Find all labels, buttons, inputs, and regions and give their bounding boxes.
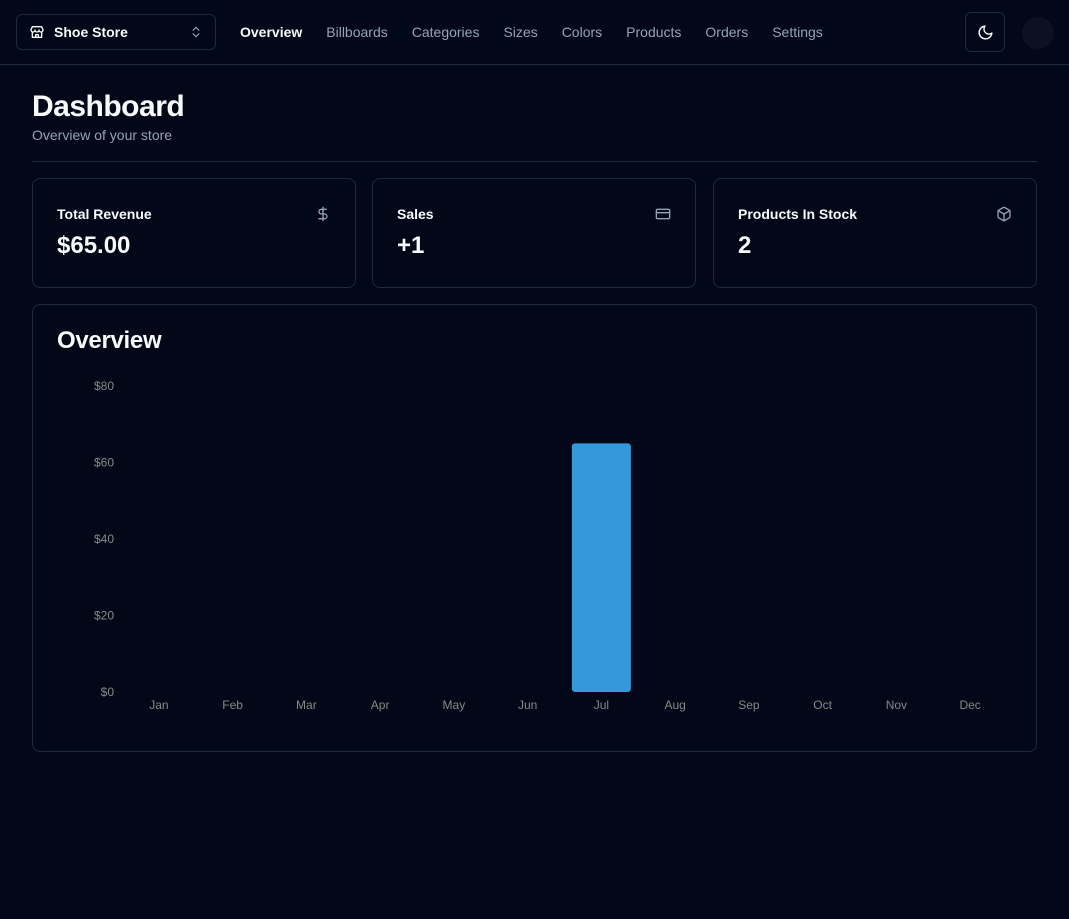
x-tick-label: May [443,698,466,712]
y-tick-label: $60 [94,456,114,470]
x-tick-label: Oct [813,698,832,712]
x-tick-label: Jun [518,698,537,712]
x-tick-label: Apr [371,698,390,712]
overview-card: Overview $0 $20 $40 $60 $80 Jan Feb Mar Apr May Ju… [32,304,1037,752]
nav-settings[interactable]: Settings [772,24,823,40]
package-icon [996,206,1012,222]
store-icon [29,24,45,40]
x-tick-label: Aug [664,698,685,712]
chevrons-up-down-icon [189,25,203,39]
y-tick-label: $40 [94,532,114,546]
overview-title: Overview [57,327,162,354]
nav-orders[interactable]: Orders [705,24,749,40]
main-nav: Overview Billboards Categories Sizes Col… [240,0,847,64]
x-tick-label: Jul [594,698,609,712]
y-tick-label: $80 [94,379,114,393]
user-avatar[interactable] [1022,17,1054,49]
bar-jul[interactable] [571,443,631,692]
overview-bar-chart: $0 $20 $40 $60 $80 Jan Feb Mar Apr May Jun Jul Aug Se… [94,379,981,712]
moon-icon [978,24,993,39]
x-tick-label: Dec [959,698,980,712]
stat-label: Total Revenue [57,206,152,222]
page-heading: Dashboard Overview of your store [32,88,185,144]
stat-value: 2 [738,232,752,259]
x-tick-label: Sep [738,698,760,712]
divider [32,161,1037,162]
dollar-icon [315,206,331,222]
nav-products[interactable]: Products [626,24,682,40]
products-in-stock-card: Products In Stock 2 [713,178,1037,288]
store-name: Shoe Store [54,24,128,40]
x-tick-label: Jan [149,698,168,712]
x-tick-label: Mar [296,698,317,712]
total-revenue-card: Total Revenue $65.00 [32,178,356,288]
stat-label: Products In Stock [738,206,858,222]
top-navbar: Shoe Store Overview Billboards Categorie… [0,0,1069,65]
page-subtitle: Overview of your store [32,127,173,143]
credit-card-icon [655,206,671,222]
stat-value: +1 [397,232,425,259]
stat-label: Sales [397,206,434,222]
sales-card: Sales +1 [372,178,696,288]
stat-value: $65.00 [57,232,131,259]
nav-overview[interactable]: Overview [240,24,303,40]
nav-billboards[interactable]: Billboards [326,24,388,40]
x-tick-label: Feb [222,698,243,712]
theme-toggle-button[interactable] [965,12,1005,52]
store-switcher[interactable]: Shoe Store [16,14,216,50]
y-tick-label: $20 [94,609,114,623]
nav-categories[interactable]: Categories [411,24,480,40]
x-tick-label: Nov [886,698,907,712]
page-title: Dashboard [32,90,185,123]
y-tick-label: $0 [101,685,115,699]
nav-sizes[interactable]: Sizes [503,24,538,40]
nav-colors[interactable]: Colors [561,24,603,40]
